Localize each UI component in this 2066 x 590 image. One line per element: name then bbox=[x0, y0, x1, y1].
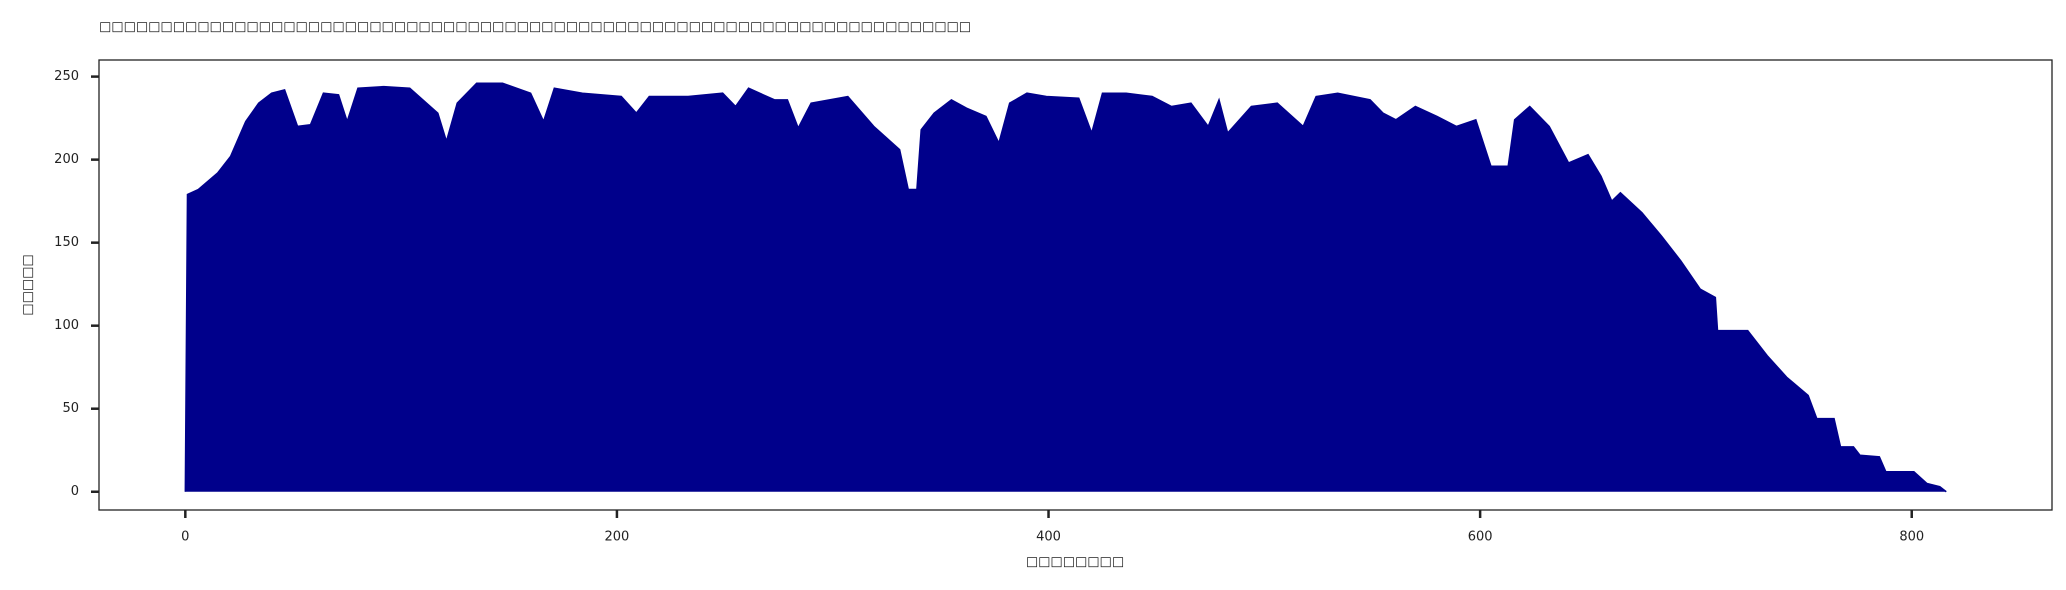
area-fill bbox=[185, 83, 1947, 492]
x-tick-label: 0 bbox=[181, 530, 189, 545]
x-tick-label: 800 bbox=[1899, 530, 1924, 545]
y-tick-label: 100 bbox=[54, 318, 79, 333]
x-tick-label: 200 bbox=[605, 530, 630, 545]
y-tick-label: 250 bbox=[54, 69, 79, 84]
y-tick-label: 200 bbox=[54, 152, 79, 167]
area-line bbox=[184, 82, 1947, 493]
y-axis-label: □□□□□ bbox=[21, 254, 36, 315]
x-tick-label: 400 bbox=[1036, 530, 1061, 545]
plot-frame bbox=[98, 59, 2053, 511]
chart-title: □□□□□□□□□□□□□□□□□□□□□□□□□□□□□□□□□□□□□□□□… bbox=[99, 20, 971, 35]
x-tick-label: 600 bbox=[1468, 530, 1493, 545]
y-tick-label: 50 bbox=[62, 401, 79, 416]
y-tick-label: 150 bbox=[54, 235, 79, 250]
y-tick-label: 0 bbox=[71, 484, 79, 499]
x-axis-label: □□□□□□□□ bbox=[1026, 555, 1124, 570]
